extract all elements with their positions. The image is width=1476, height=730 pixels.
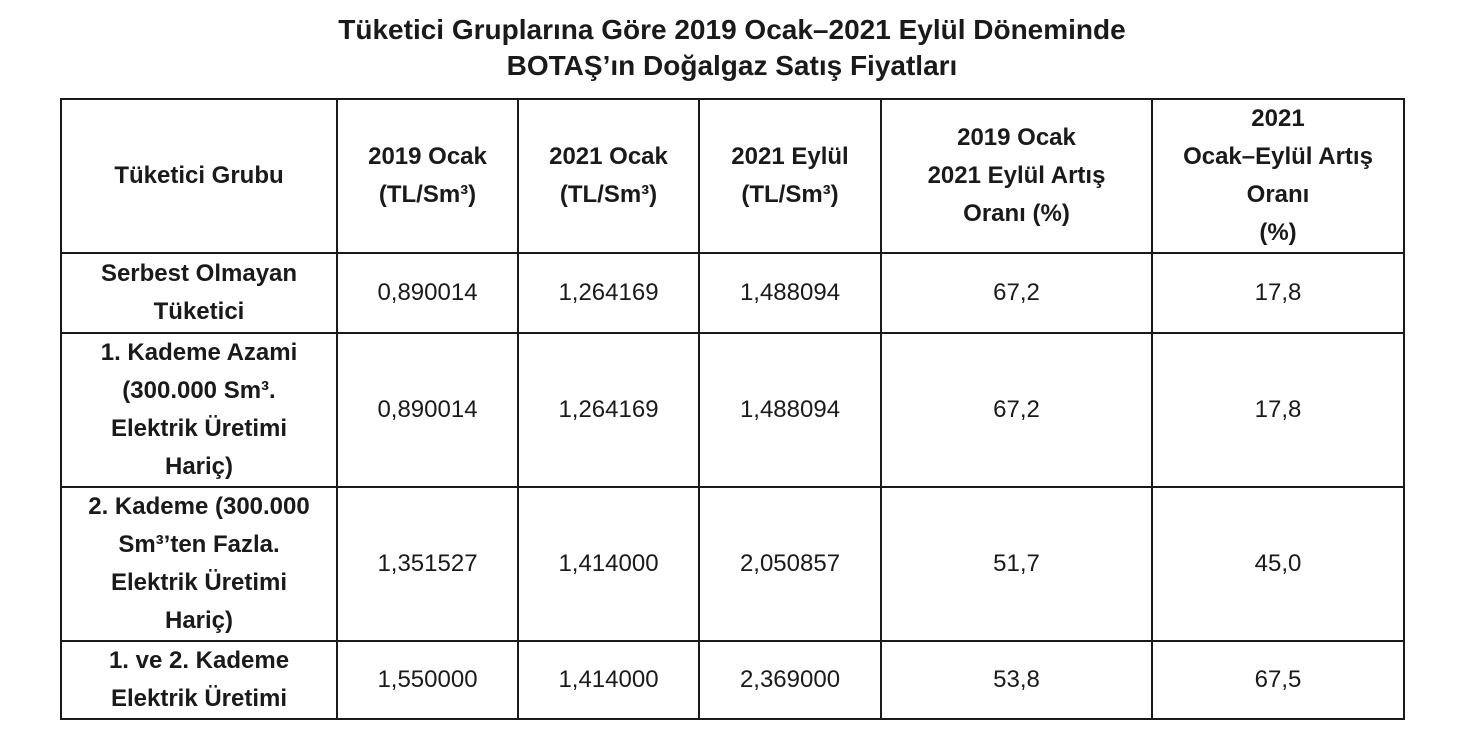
value-cell: 45,0 (1151, 486, 1405, 642)
header-increase-2021: 2021 Ocak–Eylül Artış Oranı (%) (1151, 98, 1405, 254)
header-2021-jan: 2021 Ocak (TL/Sm³) (517, 98, 700, 254)
header-2021-sep: 2021 Eylül (TL/Sm³) (698, 98, 882, 254)
value-cell: 1,550000 (336, 640, 519, 720)
value-cell: 1,414000 (517, 486, 700, 642)
group-text: 1. Kademe Azami (100, 339, 298, 366)
price-table: Tüketici Grubu 2019 Ocak (TL/Sm³) 2021 O… (60, 98, 1405, 720)
group-text: 2. Kademe (300.000 (88, 493, 310, 520)
page-title: Tüketici Gruplarına Göre 2019 Ocak–2021 … (0, 12, 1464, 84)
header-text: 2021 Ocak (549, 143, 668, 170)
value-cell: 67,5 (1151, 640, 1405, 720)
table-row: 2. Kademe (300.000 Sm³’ten Fazla. Elektr… (60, 486, 1405, 642)
value-cell: 51,7 (880, 486, 1153, 642)
group-text: Elektrik Üretimi (110, 569, 288, 596)
header-row: Tüketici Grubu 2019 Ocak (TL/Sm³) 2021 O… (60, 98, 1405, 254)
header-text: 2021 Eylül (731, 143, 849, 170)
header-text: 2021 (1251, 105, 1305, 132)
value-cell: 1,351527 (336, 486, 519, 642)
header-unit: (TL/Sm³) (559, 181, 658, 208)
group-text: Sm³’ten Fazla. (118, 531, 280, 558)
table-row: 1. Kademe Azami (300.000 Sm³. Elektrik Ü… (60, 332, 1405, 488)
group-text: Hariç) (164, 453, 234, 480)
group-text: Elektrik Üretimi (110, 415, 288, 442)
header-text: 2019 Ocak (957, 124, 1076, 151)
title-line-2: BOTAŞ’ın Doğalgaz Satış Fiyatları (506, 50, 958, 81)
header-unit: (TL/Sm³) (741, 181, 839, 208)
value-cell: 1,414000 (517, 640, 700, 720)
title-line-1: Tüketici Gruplarına Göre 2019 Ocak–2021 … (338, 14, 1126, 45)
group-text: Serbest Olmayan (100, 260, 298, 287)
group-text: Tüketici (153, 298, 245, 325)
value-cell: 67,2 (880, 252, 1153, 334)
value-cell: 2,369000 (698, 640, 882, 720)
header-unit: (TL/Sm³) (378, 181, 477, 208)
value-cell: 0,890014 (336, 252, 519, 334)
group-text: Hariç) (164, 607, 234, 634)
header-text: Tüketici Grubu (114, 162, 284, 189)
value-cell: 2,050857 (698, 486, 882, 642)
header-text: Oranı (%) (963, 200, 1070, 227)
group-text: Elektrik Üretimi (110, 685, 288, 712)
header-text: Ocak–Eylül Artış (1183, 143, 1373, 170)
value-cell: 17,8 (1151, 332, 1405, 488)
header-increase-2019-2021: 2019 Ocak 2021 Eylül Artış Oranı (%) (880, 98, 1153, 254)
value-cell: 1,488094 (698, 252, 882, 334)
header-text: Oranı (1246, 181, 1310, 208)
header-text: 2019 Ocak (368, 143, 487, 170)
value-cell: 1,488094 (698, 332, 882, 488)
header-2019-jan: 2019 Ocak (TL/Sm³) (336, 98, 519, 254)
consumer-group-cell: Serbest Olmayan Tüketici (60, 252, 338, 334)
value-cell: 1,264169 (517, 252, 700, 334)
consumer-group-cell: 1. ve 2. Kademe Elektrik Üretimi (60, 640, 338, 720)
value-cell: 1,264169 (517, 332, 700, 488)
consumer-group-cell: 1. Kademe Azami (300.000 Sm³. Elektrik Ü… (60, 332, 338, 488)
group-text: (300.000 Sm³. (122, 377, 276, 404)
table-row: Serbest Olmayan Tüketici 0,890014 1,2641… (60, 252, 1405, 334)
table-row: 1. ve 2. Kademe Elektrik Üretimi 1,55000… (60, 640, 1405, 720)
value-cell: 53,8 (880, 640, 1153, 720)
header-text: 2021 Eylül Artış (927, 162, 1106, 189)
value-cell: 17,8 (1151, 252, 1405, 334)
value-cell: 0,890014 (336, 332, 519, 488)
group-text: 1. ve 2. Kademe (108, 647, 290, 674)
consumer-group-cell: 2. Kademe (300.000 Sm³’ten Fazla. Elektr… (60, 486, 338, 642)
header-consumer-group: Tüketici Grubu (60, 98, 338, 254)
value-cell: 67,2 (880, 332, 1153, 488)
header-text: (%) (1259, 219, 1297, 246)
